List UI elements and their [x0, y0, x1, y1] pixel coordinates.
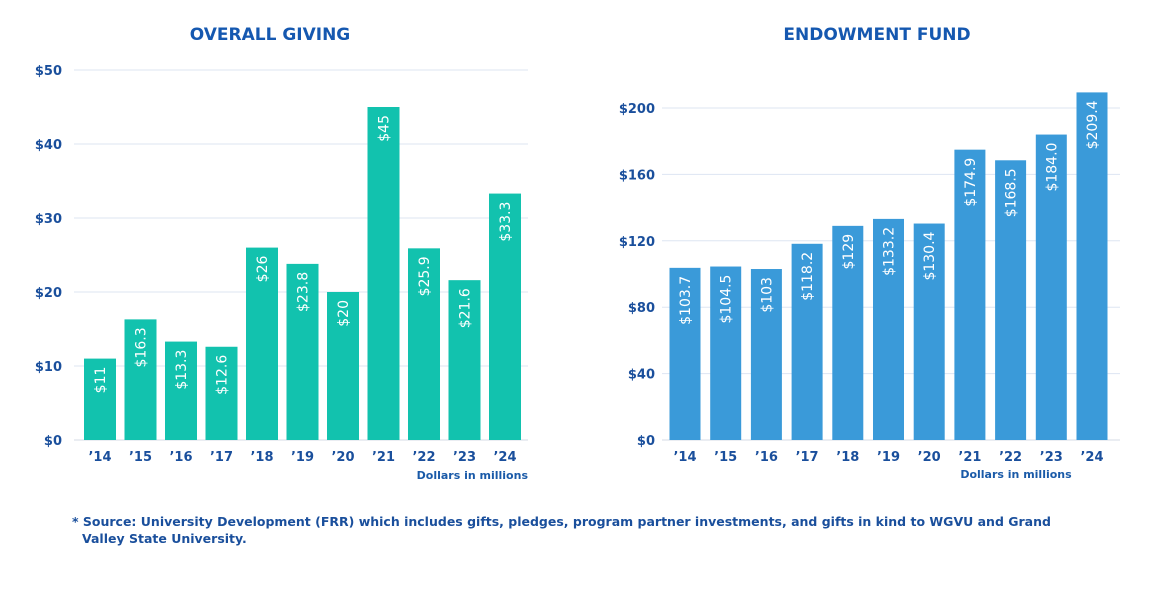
endowment-bar — [995, 160, 1027, 441]
giving-x-tick-label: ’21 — [372, 450, 395, 465]
giving-data-label: $45 — [377, 115, 393, 142]
endowment-bar — [1076, 92, 1108, 441]
giving-x-tick-label: ’16 — [169, 450, 192, 465]
giving-x-tick-label: ’23 — [453, 450, 476, 465]
endowment-data-label: $103 — [759, 277, 775, 313]
giving-y-tick-label: $20 — [35, 286, 62, 301]
endowment-y-tick-label: $160 — [619, 168, 655, 183]
endowment-bar — [913, 223, 945, 440]
giving-data-label: $12.6 — [215, 355, 231, 395]
endowment-y-tick-label: $120 — [619, 235, 655, 250]
giving-x-tick-label: ’17 — [210, 450, 233, 465]
endowment-y-tick-label: $0 — [637, 434, 655, 449]
endowment-bar — [1035, 134, 1067, 440]
endowment-y-tick-label: $80 — [628, 301, 655, 316]
giving-y-tick-label: $50 — [35, 64, 62, 79]
giving-y-tick-label: $0 — [44, 434, 62, 449]
endowment-x-tick-label: ’21 — [958, 450, 981, 465]
endowment-chart-title: ENDOWMENT FUND — [783, 25, 970, 45]
giving-bar — [246, 247, 278, 440]
endowment-y-tick-label: $40 — [628, 368, 655, 383]
endowment-bar — [954, 149, 986, 440]
endowment-data-label: $133.2 — [882, 227, 898, 276]
giving-chart-title: OVERALL GIVING — [190, 25, 351, 45]
endowment-x-tick-label: ’22 — [999, 450, 1022, 465]
endowment-bar — [873, 218, 904, 440]
endowment-y-tick-label: $200 — [619, 102, 655, 117]
endowment-unit-note: Dollars in millions — [960, 468, 1072, 481]
giving-bar — [408, 248, 440, 440]
giving-bar — [367, 107, 400, 440]
giving-x-tick-label: ’22 — [412, 450, 435, 465]
giving-bar — [165, 341, 197, 440]
endowment-bar — [791, 243, 823, 440]
giving-data-label: $13.3 — [174, 350, 190, 390]
giving-data-label: $21.6 — [458, 288, 474, 328]
endowment-data-label: $103.7 — [678, 276, 694, 325]
endowment-x-tick-label: ’24 — [1080, 450, 1103, 465]
giving-bar — [205, 346, 238, 440]
endowment-data-label: $129 — [841, 234, 857, 270]
endowment-x-tick-label: ’19 — [877, 450, 900, 465]
endowment-data-label: $184.0 — [1044, 143, 1060, 192]
endowment-x-tick-label: ’15 — [714, 450, 737, 465]
endowment-x-tick-label: ’14 — [673, 450, 696, 465]
endowment-bar — [750, 269, 782, 440]
giving-data-label: $11 — [93, 367, 109, 394]
endowment-x-tick-label: ’18 — [836, 450, 859, 465]
endowment-data-label: $209.4 — [1085, 100, 1101, 149]
giving-y-tick-label: $30 — [35, 212, 62, 227]
giving-bar — [84, 358, 116, 440]
giving-bar — [124, 319, 157, 440]
giving-data-label: $26 — [255, 256, 271, 283]
giving-bar — [286, 263, 319, 440]
giving-unit-note: Dollars in millions — [417, 469, 529, 482]
giving-bar — [327, 292, 359, 440]
giving-data-label: $20 — [336, 300, 352, 327]
giving-x-tick-label: ’19 — [291, 450, 314, 465]
giving-x-tick-label: ’18 — [250, 450, 273, 465]
source-footnote: * Source: University Development (FRR) w… — [72, 514, 1051, 546]
endowment-bar — [710, 266, 742, 440]
endowment-x-tick-label: ’20 — [918, 450, 941, 465]
endowment-bar — [669, 267, 701, 440]
giving-bar — [489, 193, 521, 440]
giving-data-label: $25.9 — [417, 256, 433, 296]
endowment-x-tick-label: ’17 — [796, 450, 819, 465]
giving-data-label: $33.3 — [498, 202, 514, 242]
giving-data-label: $16.3 — [134, 327, 150, 367]
giving-x-tick-label: ’15 — [129, 450, 152, 465]
giving-x-tick-label: ’20 — [331, 450, 354, 465]
giving-data-label: $23.8 — [296, 272, 312, 312]
giving-y-tick-label: $10 — [35, 360, 62, 375]
giving-x-tick-label: ’14 — [88, 450, 111, 465]
endowment-x-tick-label: ’23 — [1040, 450, 1063, 465]
endowment-data-label: $130.4 — [922, 231, 938, 280]
giving-bar — [448, 280, 481, 440]
endowment-data-label: $168.5 — [1004, 168, 1020, 217]
endowment-x-tick-label: ’16 — [755, 450, 778, 465]
endowment-data-label: $174.9 — [963, 158, 979, 207]
giving-x-tick-label: ’24 — [493, 450, 516, 465]
endowment-data-label: $104.5 — [719, 275, 735, 324]
giving-y-tick-label: $40 — [35, 138, 62, 153]
endowment-data-label: $118.2 — [800, 252, 816, 301]
endowment-bar — [832, 225, 864, 440]
